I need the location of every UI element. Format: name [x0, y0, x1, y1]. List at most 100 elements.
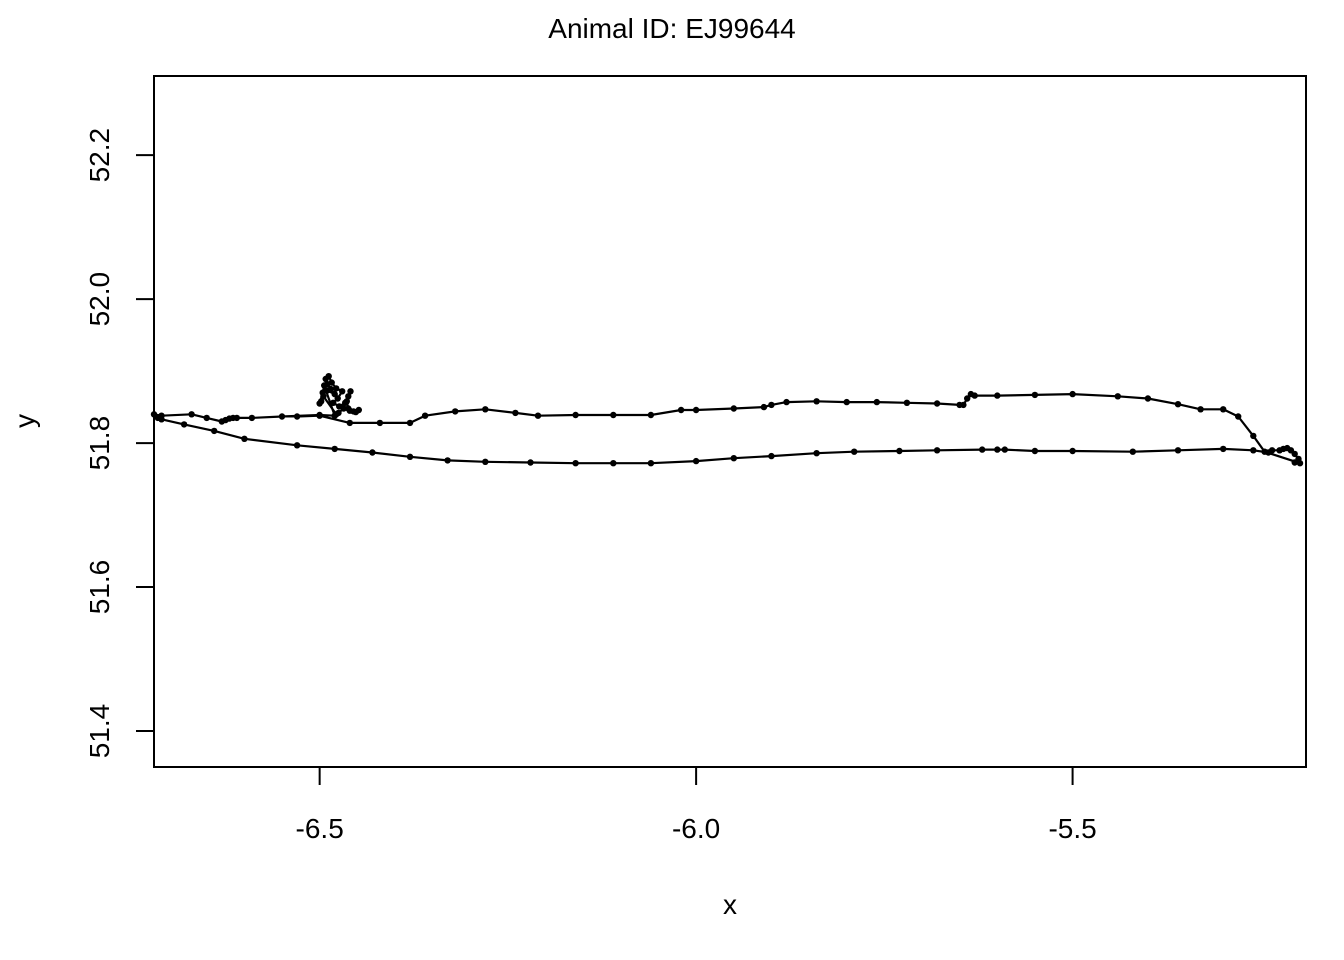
track-point — [340, 405, 347, 412]
series-track — [150, 373, 1304, 467]
track-point — [444, 457, 451, 464]
track-point — [964, 395, 971, 402]
track-point — [1250, 432, 1257, 440]
track-point — [610, 411, 617, 419]
track-point — [352, 408, 359, 416]
track-point — [316, 400, 323, 407]
track-point — [1296, 460, 1304, 467]
track-point — [967, 390, 975, 398]
y-tick-label: 52.0 — [84, 272, 115, 327]
track-point — [1197, 406, 1204, 413]
track-point — [692, 457, 700, 465]
track-point — [1129, 448, 1137, 455]
track-point — [692, 406, 700, 414]
track-point — [331, 412, 338, 419]
y-tick-label: 51.4 — [84, 704, 115, 759]
track-point — [851, 448, 858, 455]
track-point — [406, 419, 414, 427]
track-point — [1031, 447, 1039, 455]
track-point — [873, 398, 880, 406]
track-point — [333, 385, 340, 392]
x-axis-label: x — [723, 889, 737, 920]
track-point — [994, 446, 1001, 453]
track-point — [813, 398, 820, 405]
track-point — [1069, 447, 1076, 455]
track-point — [331, 445, 338, 453]
track-point — [241, 435, 248, 442]
track-point — [1114, 393, 1122, 400]
track-point — [293, 442, 301, 449]
track-point — [346, 407, 353, 414]
track-point — [534, 412, 542, 419]
track-point — [339, 388, 346, 395]
track-point — [647, 460, 655, 467]
y-axis-label: y — [9, 414, 40, 428]
track-point — [218, 418, 225, 425]
track-point — [321, 382, 328, 389]
x-tick-label: -5.5 — [1048, 813, 1096, 844]
x-tick-label: -6.0 — [672, 813, 720, 844]
y-tick-label: 51.8 — [84, 416, 115, 471]
track-point — [188, 411, 195, 418]
track-point — [343, 398, 350, 405]
chart-title: Animal ID: EJ99644 — [548, 13, 795, 44]
track-point — [527, 459, 534, 466]
track-point — [347, 388, 354, 395]
track-point — [248, 414, 256, 422]
track-point — [421, 412, 429, 419]
x-axis: -6.5 -6.0 -5.5 — [296, 766, 1097, 844]
track-point — [933, 447, 941, 454]
track-point — [1220, 445, 1227, 453]
track-point — [1268, 447, 1276, 454]
track-point — [1220, 406, 1227, 413]
track-point — [406, 453, 414, 460]
track-point — [1069, 390, 1076, 398]
track-point — [1144, 395, 1152, 402]
track-point — [369, 449, 376, 456]
track-point — [346, 419, 353, 427]
track-point — [572, 460, 579, 467]
track-point — [512, 409, 519, 417]
track-point — [994, 392, 1001, 399]
track-point — [572, 411, 579, 419]
track-point — [1174, 447, 1182, 454]
track-point — [319, 389, 326, 396]
track-point — [768, 452, 775, 460]
track-point — [180, 421, 188, 428]
track-point — [843, 398, 850, 406]
track-point — [933, 400, 941, 407]
track-point — [1031, 391, 1039, 399]
track-point — [278, 413, 286, 420]
track-point — [1174, 401, 1182, 408]
plot-frame — [153, 75, 1307, 768]
track-point — [452, 408, 459, 415]
track-point — [158, 416, 165, 423]
track-point — [647, 411, 655, 419]
track-point — [293, 413, 301, 420]
track-point — [482, 458, 489, 465]
track-point — [903, 399, 911, 406]
y-axis: 51.4 51.6 51.8 52.0 52.2 — [84, 128, 155, 759]
track-point — [328, 379, 335, 386]
track-point — [1001, 446, 1008, 453]
track-point — [956, 401, 963, 409]
track-point — [1235, 413, 1242, 420]
track-point — [730, 405, 737, 412]
track-point — [760, 403, 768, 411]
track-point — [325, 373, 332, 380]
track-point — [1291, 459, 1298, 466]
track-point — [768, 401, 775, 409]
track-point — [610, 460, 617, 467]
y-tick-label: 51.6 — [84, 560, 115, 615]
track-point — [330, 399, 337, 406]
track-point — [979, 446, 986, 453]
x-tick-label: -6.5 — [296, 813, 344, 844]
track-point — [896, 447, 903, 455]
track-point — [1261, 448, 1268, 455]
track-point — [482, 406, 489, 413]
track-point — [1291, 450, 1298, 458]
track-point — [376, 419, 384, 427]
track-point — [783, 398, 790, 406]
track-point — [327, 385, 335, 393]
